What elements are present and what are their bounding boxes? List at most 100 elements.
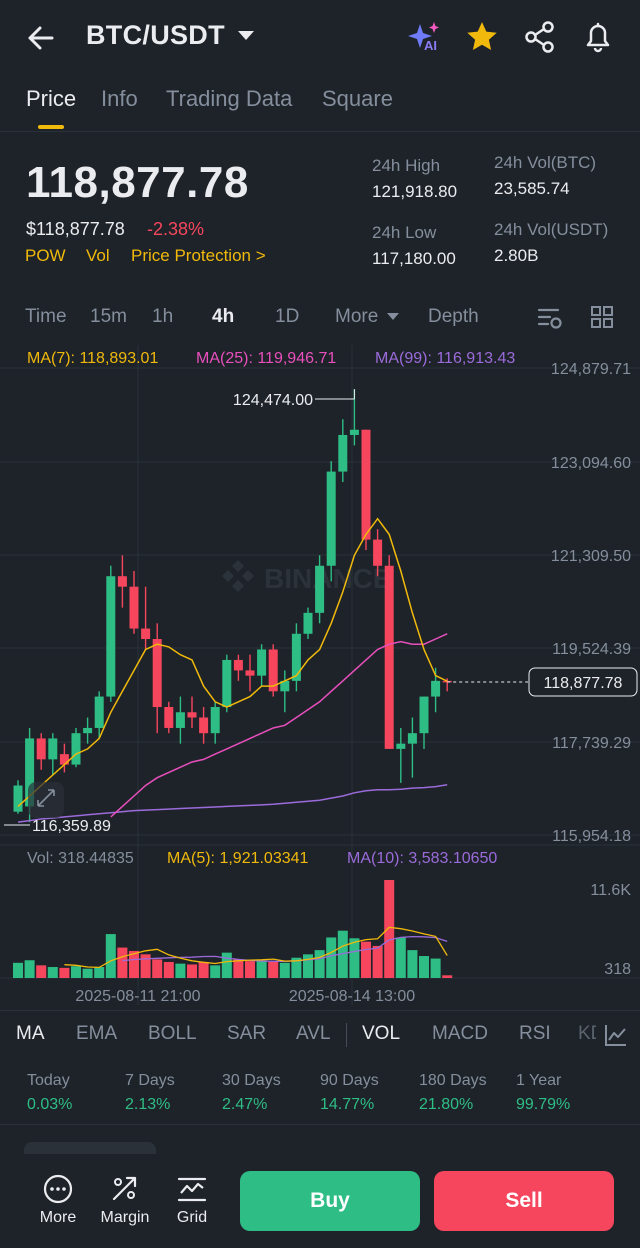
interval-depth[interactable]: Depth	[428, 306, 479, 327]
indicator-vol[interactable]: VOL	[362, 1023, 401, 1044]
volume-bar	[163, 961, 174, 978]
more-icon[interactable]	[42, 1173, 74, 1205]
candle-body	[291, 633, 301, 681]
favorite-star-icon[interactable]	[464, 18, 500, 56]
price-axis-label: 115,954.18	[552, 828, 631, 845]
interval-1h[interactable]: 1h	[152, 306, 174, 327]
buy-button[interactable]: Buy	[240, 1171, 420, 1231]
indicator-sar[interactable]: SAR	[227, 1023, 267, 1044]
indicator-rsi[interactable]: RSI	[519, 1023, 551, 1044]
candle-body	[431, 680, 441, 697]
caret-down-icon[interactable]	[238, 31, 254, 40]
volume-bar	[245, 961, 255, 978]
candle-body	[361, 429, 371, 540]
chart-settings-icon[interactable]	[536, 304, 564, 332]
interval-4h[interactable]: 4h	[212, 306, 235, 327]
interval-1d[interactable]: 1D	[275, 306, 300, 327]
indicator-divider	[346, 1023, 347, 1047]
candle-body	[94, 696, 104, 728]
interval-15m[interactable]: 15m	[90, 306, 127, 327]
vol-usdt-value: 2.80B	[494, 246, 539, 265]
vol-btc-label: 24h Vol(BTC)	[494, 153, 597, 172]
watermark-text: BINANCE	[264, 563, 392, 594]
more-label[interactable]: More	[39, 1209, 77, 1226]
candle-body	[210, 707, 220, 734]
tag-price-protection[interactable]: Price Protection >	[131, 246, 266, 265]
grid-bot-icon[interactable]	[176, 1173, 208, 1205]
interval-more[interactable]: More	[335, 306, 379, 327]
current-price-tag	[528, 667, 638, 697]
axis-labels-layer: 124,879.71 123,094.60 121,309.50 119,524.39…	[75, 361, 631, 1005]
candle-body	[83, 727, 93, 734]
tab-trading-data[interactable]: Trading Data	[166, 86, 293, 111]
time-axis-label: 2025-08-14 13:00	[289, 988, 415, 1005]
perf-180d-value: 21.80%	[419, 1096, 474, 1113]
volume-bar	[198, 961, 209, 978]
perf-1y-label: 1 Year	[516, 1072, 562, 1089]
volume-bar	[24, 960, 35, 978]
candle-body	[407, 733, 417, 744]
candle-body	[257, 649, 267, 676]
sell-button[interactable]: Sell	[434, 1171, 614, 1231]
margin-label[interactable]: Margin	[100, 1209, 150, 1226]
tab-info[interactable]: Info	[101, 86, 138, 111]
volume-bar	[291, 957, 302, 978]
volume-bar	[361, 941, 371, 978]
bell-icon[interactable]	[580, 18, 616, 56]
low-value: 117,180.00	[372, 249, 456, 268]
candle-body	[175, 712, 185, 728]
candle-body	[384, 565, 394, 749]
expand-icon	[37, 789, 55, 807]
indicator-kdj[interactable]: KDJ	[578, 1023, 596, 1044]
share-icon[interactable]	[522, 18, 558, 56]
fiat-price: $118,877.78	[26, 219, 125, 239]
candle-body	[338, 434, 348, 472]
indicator-ema[interactable]: EMA	[76, 1023, 118, 1044]
candle-body	[222, 659, 232, 708]
volume-bar	[175, 963, 186, 978]
indicator-settings-icon[interactable]	[602, 1021, 630, 1049]
indicator-avl[interactable]: AVL	[296, 1023, 331, 1044]
candle-body	[13, 785, 23, 812]
candle-body	[326, 471, 336, 566]
indicator-ma[interactable]: MA	[16, 1023, 45, 1044]
candle-body	[106, 576, 116, 697]
tag-vol[interactable]: Vol	[86, 246, 110, 265]
volume-bar	[268, 961, 279, 978]
candle-body	[268, 649, 278, 692]
high-label: 24h High	[372, 156, 441, 175]
volume-bar	[419, 956, 429, 978]
vol-ma10-legend: MA(10): 3,583.10650	[347, 850, 498, 867]
drawer-handle[interactable]	[24, 1142, 156, 1154]
volume-bar	[59, 967, 70, 978]
more-caret-icon[interactable]	[387, 313, 399, 320]
back-arrow-icon[interactable]	[22, 20, 62, 56]
ma25-line	[110, 633, 448, 818]
ai-sparkle-icon[interactable]: AI	[408, 18, 444, 56]
price-chart[interactable]: BINANCE 124,879.71 123,094.60 121,309.50 11…	[0, 340, 640, 1010]
layout-grid-icon[interactable]	[589, 304, 615, 330]
tab-square[interactable]: Square	[322, 86, 393, 111]
volume-bar	[279, 962, 290, 978]
volume-bar	[442, 975, 453, 978]
low-marker-label: 116,359.89	[32, 818, 111, 835]
indicator-macd[interactable]: MACD	[432, 1023, 488, 1044]
indicator-boll[interactable]: BOLL	[148, 1023, 197, 1044]
ma-lines-layer	[17, 517, 448, 823]
grid-label[interactable]: Grid	[176, 1209, 208, 1226]
volume-layer	[13, 880, 453, 978]
volume-bar	[372, 945, 383, 978]
perf-30d-label: 30 Days	[222, 1072, 281, 1089]
volume-bar	[384, 880, 395, 978]
interval-time[interactable]: Time	[25, 306, 67, 327]
perf-90d-label: 90 Days	[320, 1072, 379, 1089]
tag-pow[interactable]: POW	[25, 246, 66, 265]
perf-1y-value: 99.79%	[516, 1096, 571, 1113]
pair-title[interactable]: BTC/USDT	[86, 20, 225, 50]
margin-icon[interactable]	[109, 1173, 141, 1205]
last-price: 118,877.78	[26, 158, 249, 207]
low-label: 24h Low	[372, 223, 437, 242]
volume-bar	[117, 947, 128, 978]
candle-body	[303, 612, 313, 634]
tab-price[interactable]: Price	[26, 86, 77, 111]
